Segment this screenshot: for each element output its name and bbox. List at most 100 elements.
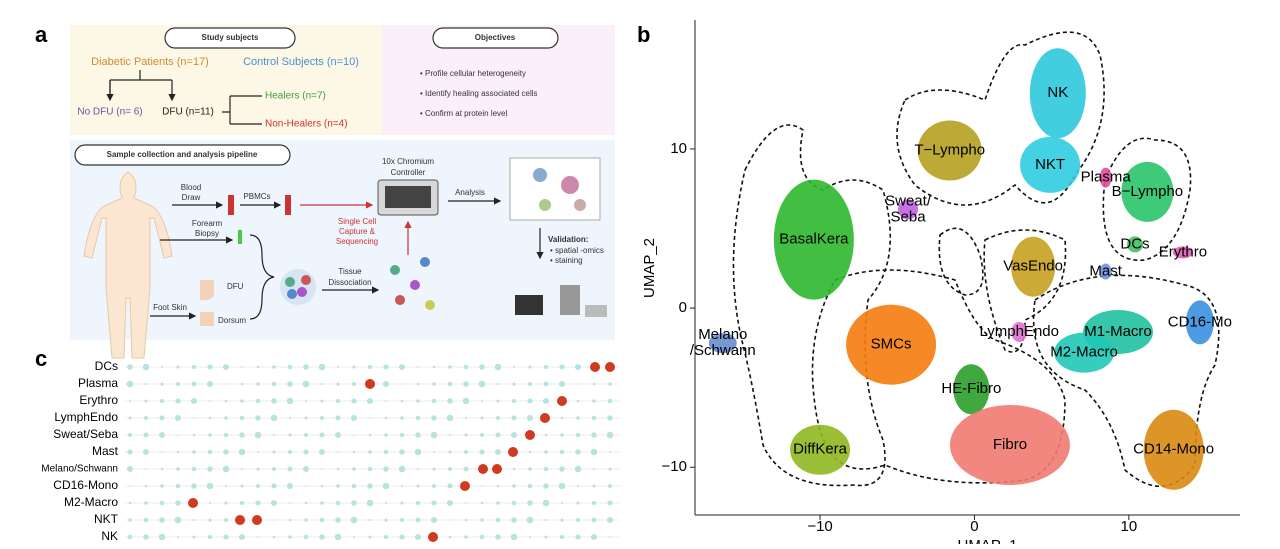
group-label: Diabetic Patients (n=17) [91, 56, 209, 68]
dot [256, 450, 260, 454]
dot [224, 399, 228, 403]
dot [128, 501, 132, 505]
cluster-label: Sweat/Seba [885, 192, 932, 225]
dot [448, 365, 452, 369]
dot-high [478, 464, 488, 474]
dot [255, 483, 261, 489]
dot [207, 364, 213, 370]
dot [209, 400, 211, 402]
x-tick-label: −10 [807, 518, 832, 535]
dot [512, 467, 516, 471]
cluster-label: NKT [1035, 156, 1065, 173]
dot [432, 450, 436, 454]
dot [127, 449, 133, 455]
cluster-points [1127, 236, 1144, 253]
dot [383, 364, 389, 370]
dot [399, 517, 405, 523]
cluster-label: T−Lympho [914, 141, 985, 158]
dot [304, 399, 308, 403]
dot [384, 518, 388, 522]
dot [271, 398, 277, 404]
dot [160, 365, 164, 369]
dot [175, 398, 181, 404]
dot [464, 518, 468, 522]
dot [432, 467, 436, 471]
dot [592, 467, 596, 471]
dot [303, 449, 309, 455]
dot [270, 414, 278, 422]
dot [351, 398, 357, 404]
cluster-label: Plasma [1081, 169, 1132, 186]
step-label: Validation: [548, 235, 588, 244]
cluster-outline [983, 229, 1067, 353]
step-label: Biopsy [195, 229, 219, 238]
dot [144, 382, 148, 386]
dot [366, 499, 374, 507]
dot [177, 434, 179, 436]
cluster-points [1099, 263, 1112, 280]
dot [511, 500, 517, 506]
dot [385, 400, 387, 402]
dot [223, 534, 229, 540]
dot [480, 416, 484, 420]
dot [479, 364, 485, 370]
dot [591, 500, 597, 506]
dot [175, 381, 181, 387]
dot [543, 466, 549, 472]
dot [542, 499, 550, 507]
dot [192, 535, 196, 539]
dot [127, 432, 133, 438]
dot [416, 484, 420, 488]
dot [463, 364, 469, 370]
dot [126, 380, 134, 388]
cluster-outline [896, 31, 1105, 206]
dot [415, 500, 421, 506]
dot [288, 416, 292, 420]
cluster-outline [1032, 274, 1220, 488]
dot [496, 501, 500, 505]
dot [367, 466, 373, 472]
dot [350, 516, 358, 524]
dot [191, 483, 197, 489]
cluster-label: Mast [1089, 262, 1122, 279]
dot [446, 499, 454, 507]
heading: Study subjects [202, 33, 259, 42]
dot [303, 534, 309, 540]
cluster-label: DCs [1120, 235, 1149, 252]
cluster-points [846, 304, 937, 385]
dot [558, 482, 566, 490]
dot [208, 416, 212, 420]
dot [609, 536, 611, 538]
step-label: Controller [391, 168, 426, 177]
dot [575, 449, 581, 455]
dot [336, 467, 340, 471]
dot [606, 516, 614, 524]
pill [164, 27, 296, 49]
dot [206, 482, 214, 490]
dot [160, 382, 164, 386]
step-label: Forearm [192, 219, 223, 228]
dissociated-cells [390, 257, 435, 310]
cluster-outline [1102, 137, 1192, 261]
dot [369, 417, 371, 419]
panel-label: a [35, 22, 48, 47]
cluster-label: VasEndo [1003, 258, 1063, 275]
cluster-points [898, 199, 919, 220]
dot [319, 534, 325, 540]
dot [352, 535, 356, 539]
dot [270, 499, 278, 507]
dot [287, 381, 293, 387]
dot [480, 518, 484, 522]
dot [272, 450, 276, 454]
dot [241, 366, 243, 368]
dot [384, 416, 388, 420]
dot [238, 533, 246, 541]
dot [367, 364, 373, 370]
dot [225, 383, 227, 385]
dot [336, 484, 340, 488]
dot [414, 533, 422, 541]
dot [336, 382, 340, 386]
brace [249, 234, 275, 320]
dot [382, 380, 390, 388]
